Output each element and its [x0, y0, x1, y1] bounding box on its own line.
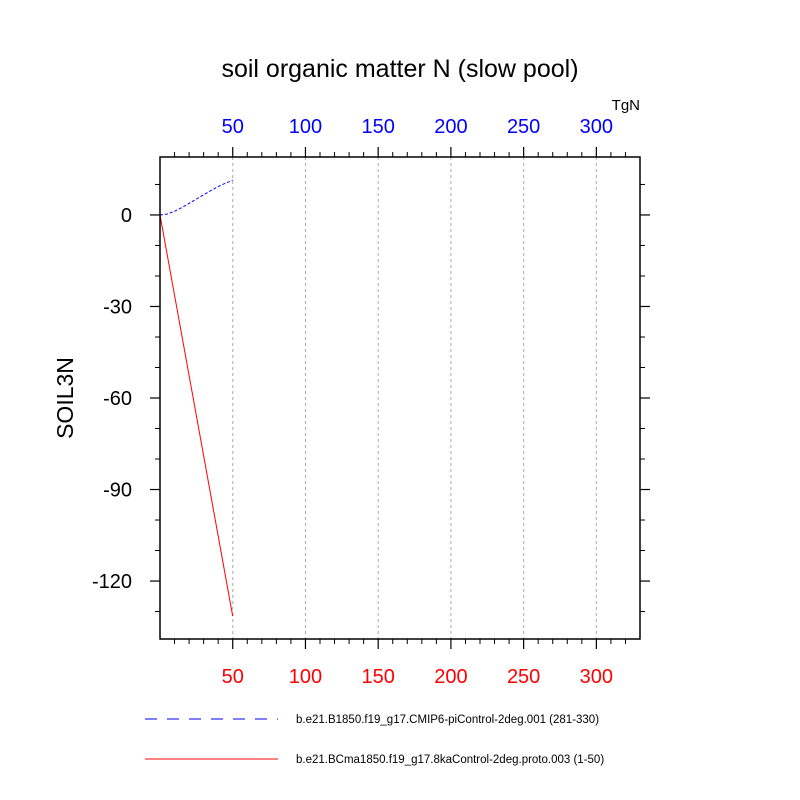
x-tick-label-bottom: 300 [580, 666, 613, 688]
x-tick-label-bottom: 100 [289, 666, 322, 688]
series-line-1 [159, 179, 233, 216]
grid-lines [232, 157, 597, 639]
y-tick-label: -60 [103, 388, 132, 410]
chart-title: soil organic matter N (slow pool) [221, 55, 578, 83]
plot-frame [159, 156, 641, 640]
top-x-tick-labels: 50 100 150 200 250 300 [222, 116, 613, 138]
x-tick-label-bottom: 250 [507, 666, 540, 688]
series-line-2 [159, 214, 234, 617]
x-tick-label-top: 250 [507, 116, 540, 138]
y-tick-label: -90 [103, 480, 132, 502]
x-tick-label-bottom: 150 [361, 666, 394, 688]
series-layer [159, 179, 234, 617]
x-tick-label-bottom: 200 [434, 666, 467, 688]
x-tick-label-top: 200 [434, 116, 467, 138]
legend-label-1: b.e21.B1850.f19_g17.CMIP6-piControl-2deg… [296, 714, 599, 726]
legend: b.e21.B1850.f19_g17.CMIP6-piControl-2deg… [145, 714, 604, 766]
x-tick-label-bottom: 50 [222, 666, 244, 688]
x-tick-label-top: 150 [361, 116, 394, 138]
y-axis-label: SOIL3N [52, 357, 78, 439]
units-label: TgN [612, 97, 640, 114]
y-tick-labels: 0 -30 -60 -90 -120 [92, 205, 132, 593]
y-tick-label: -30 [103, 296, 132, 318]
x-tick-label-top: 300 [580, 116, 613, 138]
axis-ticks [150, 147, 650, 649]
x-tick-label-top: 50 [222, 116, 244, 138]
legend-label-2: b.e21.BCma1850.f19_g17.8kaControl-2deg.p… [296, 754, 604, 766]
bottom-x-tick-labels: 50 100 150 200 250 300 [222, 666, 613, 688]
x-tick-label-top: 100 [289, 116, 322, 138]
y-tick-label: 0 [121, 205, 132, 227]
y-tick-label: -120 [92, 571, 132, 593]
